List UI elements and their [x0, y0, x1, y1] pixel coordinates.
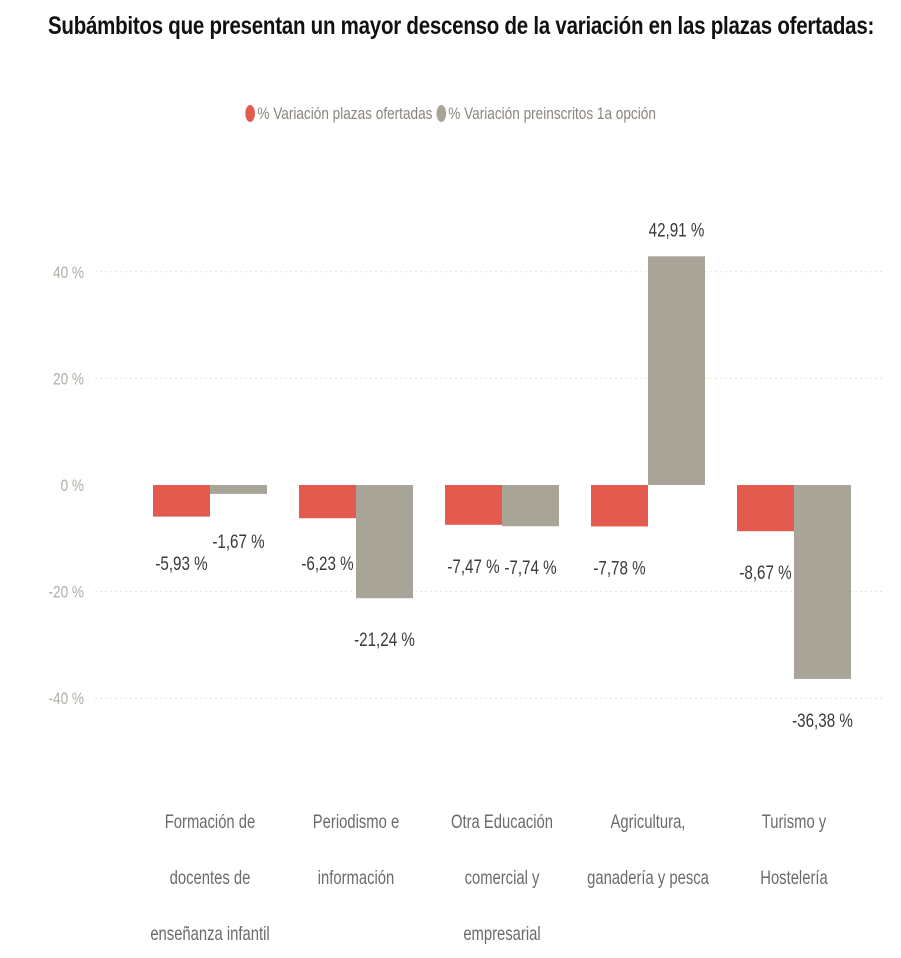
x-category-label: Turismo y — [762, 811, 827, 832]
y-tick-label: 20 % — [53, 370, 84, 389]
data-label: -7,74 % — [504, 557, 556, 579]
y-tick-label: 0 % — [61, 477, 85, 496]
x-category-label: docentes de — [170, 867, 251, 888]
data-label: -7,78 % — [593, 557, 645, 579]
data-label: -6,23 % — [301, 552, 353, 574]
bar-plazas — [737, 485, 794, 532]
bar-plazas — [153, 485, 210, 517]
x-category-label: empresarial — [463, 923, 540, 944]
data-label: -21,24 % — [354, 629, 415, 651]
legend-item-plazas[interactable]: % Variación plazas ofertadas — [245, 104, 432, 123]
bar-preinscritos — [648, 256, 705, 485]
x-category-label: Hostelería — [760, 867, 828, 888]
bar-plazas — [445, 485, 502, 525]
legend-item-preinscritos[interactable]: % Variación preinscritos 1a opción — [436, 104, 656, 123]
legend: % Variación plazas ofertadas % Variación… — [0, 104, 901, 124]
data-label: -36,38 % — [792, 709, 853, 731]
bar-preinscritos — [356, 485, 413, 599]
chart-title: Subámbitos que presentan un mayor descen… — [48, 12, 875, 40]
bar-preinscritos — [502, 485, 559, 527]
x-category-label: comercial y — [465, 867, 540, 888]
legend-swatch-preinscritos — [436, 105, 446, 122]
data-label: -8,67 % — [739, 562, 791, 584]
y-tick-label: -40 % — [49, 690, 85, 709]
bar-plazas — [299, 485, 356, 519]
data-label: -1,67 % — [212, 530, 264, 552]
x-category-label: ganadería y pesca — [587, 867, 709, 888]
x-category-label: Periodismo e — [313, 811, 399, 832]
legend-label-plazas: % Variación plazas ofertadas — [257, 104, 433, 123]
y-tick-label: 40 % — [53, 263, 84, 282]
bar-plazas — [591, 485, 648, 527]
x-category-label: enseñanza infantil — [150, 923, 269, 944]
bar-preinscritos — [794, 485, 851, 679]
data-label: 42,91 % — [649, 219, 705, 241]
x-category-label: información — [318, 867, 395, 888]
x-category-label: Formación de — [165, 811, 255, 832]
legend-swatch-plazas — [245, 105, 255, 122]
data-label: -5,93 % — [155, 552, 207, 574]
legend-label-preinscritos: % Variación preinscritos 1a opción — [448, 104, 656, 123]
y-tick-label: -20 % — [49, 583, 85, 602]
x-category-label: Agricultura, — [611, 811, 686, 832]
bar-preinscritos — [210, 485, 267, 494]
data-label: -7,47 % — [447, 555, 499, 577]
x-category-label: Otra Educación — [451, 811, 553, 832]
